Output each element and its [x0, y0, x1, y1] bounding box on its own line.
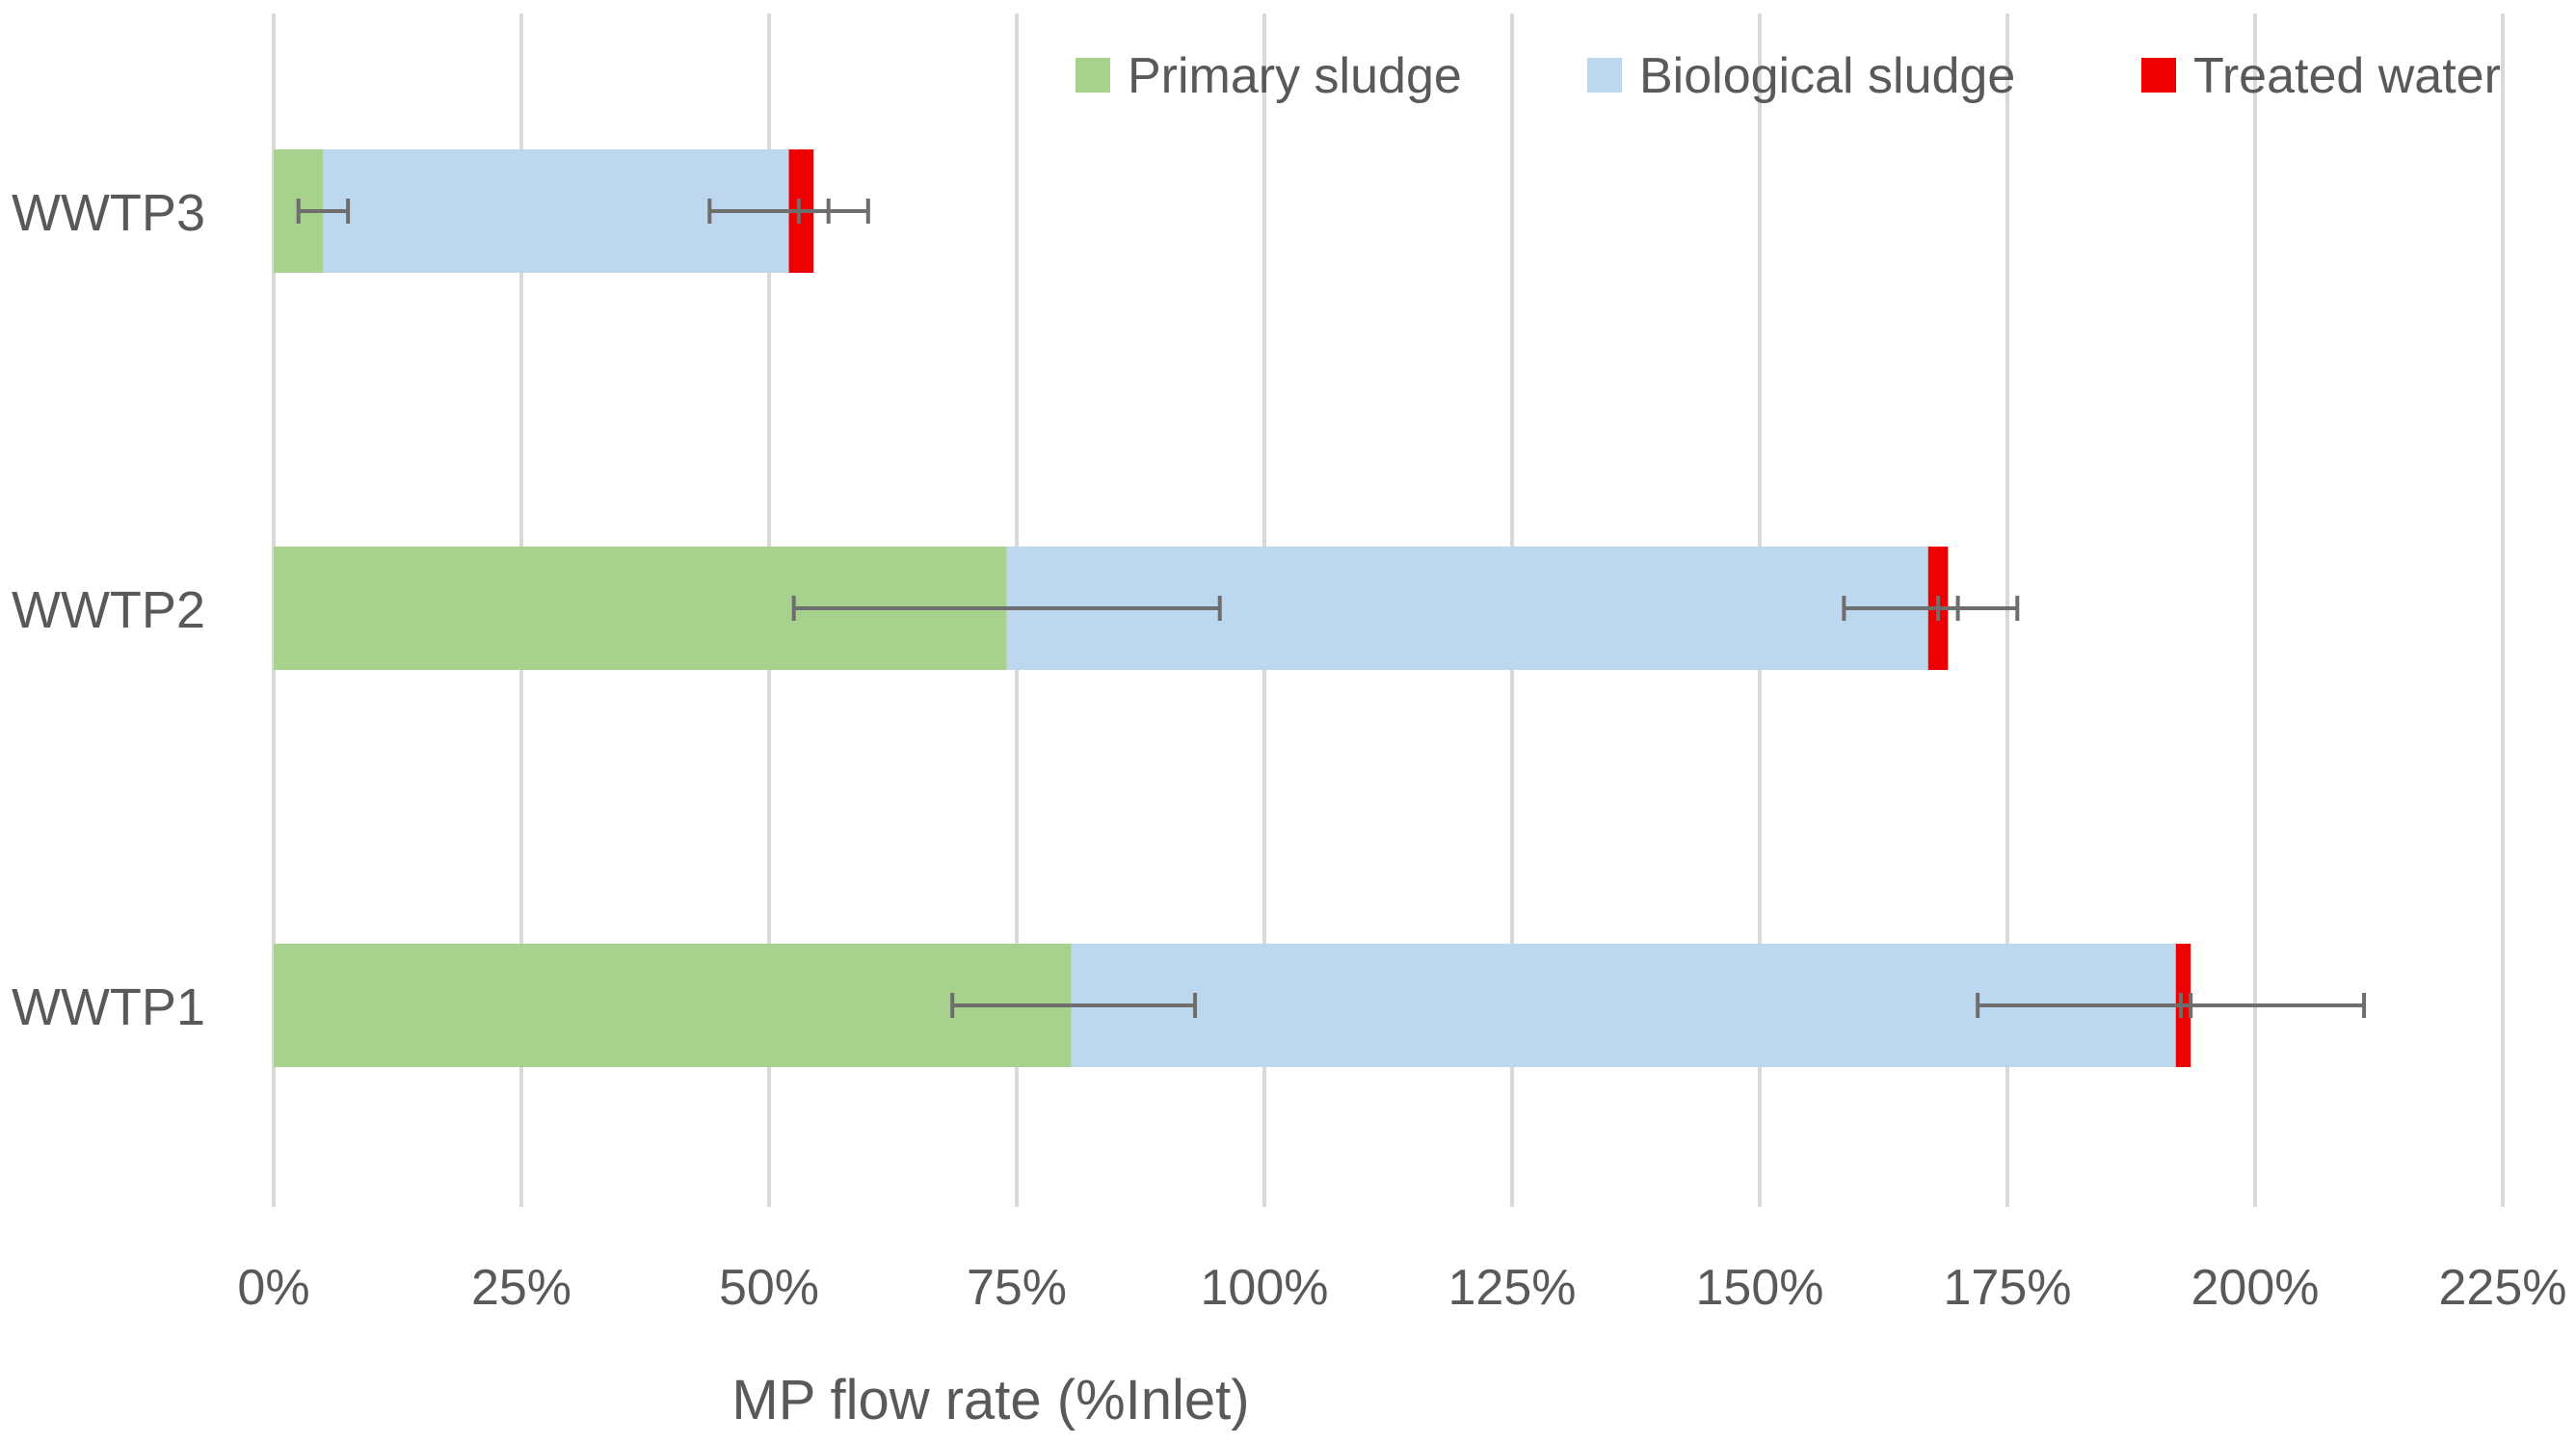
x-tick-label: 100%: [1201, 1260, 1329, 1316]
x-tick-label: 125%: [1448, 1260, 1577, 1316]
bar-wwtp1-primary-sludge: [274, 944, 1072, 1067]
legend-item-biological-sludge: Biological sludge: [1587, 48, 2015, 104]
legend-label: Primary sludge: [1128, 48, 1462, 104]
legend-label: Biological sludge: [1639, 48, 2015, 104]
x-tick-label: 225%: [2439, 1260, 2567, 1316]
error-bar-wwtp2-primary-sludge: [791, 596, 1222, 621]
x-tick-label: 0%: [237, 1260, 309, 1316]
error-bar-wwtp1-primary-sludge: [950, 993, 1198, 1018]
category-label-wwtp2: WWTP2: [12, 581, 205, 639]
legend-swatch: [1587, 58, 1622, 93]
error-bar-wwtp2-biological-sludge: [1842, 596, 2020, 621]
x-tick-label: 25%: [471, 1260, 571, 1316]
legend-label: Treated water: [2193, 48, 2501, 104]
x-tick-label: 175%: [1944, 1260, 2072, 1316]
x-axis-ticks: 0% 25% 50% 75% 100% 125% 150% 175% 200% 225%: [237, 1260, 2566, 1316]
error-bar-wwtp3-biological-sludge: [707, 199, 870, 224]
legend-item-treated-water: Treated water: [2141, 48, 2501, 104]
legend-swatch: [1076, 58, 1110, 93]
legend-swatch: [2141, 58, 2176, 93]
category-label-wwtp1: WWTP1: [12, 978, 205, 1036]
error-bar-wwtp3-primary-sludge: [296, 199, 351, 224]
x-tick-label: 150%: [1696, 1260, 1824, 1316]
error-bar-wwtp2-treated-water: [1936, 596, 1960, 621]
x-tick-label: 200%: [2191, 1260, 2320, 1316]
x-tick-label: 75%: [967, 1260, 1067, 1316]
error-bar-wwtp3-treated-water: [796, 199, 831, 224]
legend-item-primary-sludge: Primary sludge: [1076, 48, 1462, 104]
category-label-wwtp3: WWTP3: [12, 184, 205, 242]
legend: Primary sludge Biological sludge Treated w…: [1076, 48, 2501, 104]
error-bar-wwtp1-biological-sludge: [1976, 993, 2367, 1018]
error-bar-wwtp1-treated-water: [2178, 993, 2193, 1018]
error-bars: [296, 199, 2367, 1018]
x-axis-title: MP flow rate (%Inlet): [731, 1369, 1249, 1431]
x-tick-label: 50%: [719, 1260, 819, 1316]
y-axis-categories: WWTP3 WWTP2 WWTP1: [12, 184, 205, 1036]
